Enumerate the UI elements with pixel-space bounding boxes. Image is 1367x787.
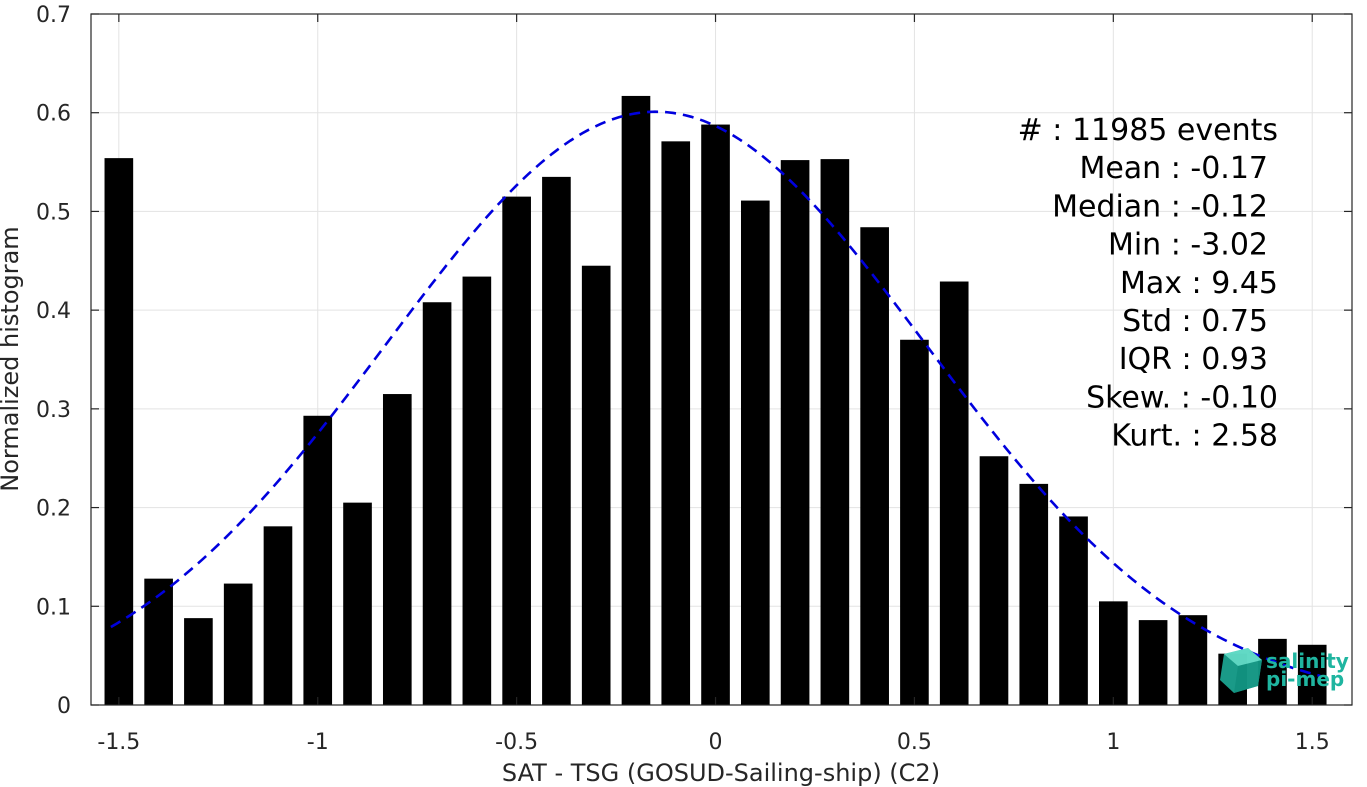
bar-18 bbox=[820, 159, 850, 706]
bar-1 bbox=[144, 578, 173, 705]
y-tick-label-5: 0.5 bbox=[36, 200, 71, 225]
bar-7 bbox=[382, 394, 412, 705]
bar-9 bbox=[462, 276, 492, 705]
x-tick-label-2: -0.5 bbox=[495, 730, 538, 755]
x-tick-label-4: 0.5 bbox=[897, 730, 932, 755]
y-tick-label-7: 0.7 bbox=[36, 3, 71, 28]
y-axis-ticks: 0 0.1 0.2 0.3 0.4 0.5 0.6 0.7 bbox=[36, 3, 1352, 719]
bar-23 bbox=[1019, 483, 1049, 705]
bar-27 bbox=[1178, 615, 1208, 705]
bar-29 bbox=[1258, 638, 1287, 705]
y-axis-label: Normalized histogram bbox=[0, 226, 24, 491]
bar-5 bbox=[303, 415, 333, 705]
stat-line-6: IQR : 0.93 bbox=[1119, 342, 1268, 377]
bar-12 bbox=[581, 265, 611, 705]
bar-30 bbox=[1297, 644, 1327, 705]
logo-line1: salinity bbox=[1266, 649, 1349, 673]
stat-line-2: Median : -0.12 bbox=[1052, 189, 1268, 224]
salinity-pi-mep-logo: salinity pi-mep bbox=[1220, 648, 1349, 693]
bar-10 bbox=[502, 196, 531, 705]
bar-17 bbox=[780, 160, 810, 705]
axes-box bbox=[90, 13, 1353, 706]
stat-line-1: Mean : -0.17 bbox=[1079, 151, 1268, 186]
bar-20 bbox=[900, 339, 929, 705]
y-tick-label-3: 0.3 bbox=[36, 398, 71, 423]
bar-26 bbox=[1138, 620, 1168, 705]
bar-3 bbox=[223, 583, 253, 705]
stat-line-0: # : 11985 events bbox=[1018, 113, 1278, 148]
bar-4 bbox=[263, 526, 293, 705]
y-tick-label-0: 0 bbox=[57, 694, 71, 719]
x-tick-label-0: -1.5 bbox=[97, 730, 140, 755]
x-tick-label-5: 1 bbox=[1106, 730, 1120, 755]
stat-line-3: Min : -3.02 bbox=[1108, 228, 1268, 263]
x-axis-label: SAT - TSG (GOSUD-Sailing-ship) (C2) bbox=[502, 759, 940, 787]
bar-6 bbox=[343, 502, 372, 705]
y-tick-label-6: 0.6 bbox=[36, 102, 71, 127]
logo-line2: pi-mep bbox=[1266, 667, 1344, 691]
y-tick-label-2: 0.2 bbox=[36, 497, 71, 522]
cube-logo-icon bbox=[1220, 648, 1262, 693]
bar-8 bbox=[422, 302, 452, 705]
bar-2 bbox=[184, 618, 213, 705]
x-tick-label-3: 0 bbox=[709, 730, 723, 755]
x-tick-label-6: 1.5 bbox=[1295, 730, 1330, 755]
bar-24 bbox=[1059, 516, 1088, 705]
stat-line-5: Std : 0.75 bbox=[1122, 304, 1268, 339]
bar-21 bbox=[939, 281, 969, 705]
y-tick-label-1: 0.1 bbox=[36, 595, 71, 620]
bar-25 bbox=[1099, 601, 1128, 705]
stat-line-7: Skew. : -0.10 bbox=[1086, 380, 1278, 415]
bar-16 bbox=[740, 200, 770, 705]
bar-13 bbox=[621, 95, 651, 705]
bar-0 bbox=[104, 158, 134, 705]
bar-19 bbox=[860, 227, 889, 706]
x-tick-label-1: -1 bbox=[307, 730, 329, 755]
bars-group bbox=[104, 95, 1327, 706]
bar-15 bbox=[701, 124, 730, 705]
bar-22 bbox=[979, 456, 1009, 705]
stat-line-8: Kurt. : 2.58 bbox=[1111, 419, 1278, 454]
y-tick-label-4: 0.4 bbox=[36, 299, 71, 324]
bar-14 bbox=[661, 141, 691, 705]
gaussian-fit-curve bbox=[110, 110, 1321, 678]
bar-11 bbox=[542, 176, 571, 706]
stat-line-4: Max : 9.45 bbox=[1120, 266, 1278, 301]
x-axis-ticks: -1.5 -1 -0.5 0 0.5 1 1.5 bbox=[97, 14, 1330, 755]
